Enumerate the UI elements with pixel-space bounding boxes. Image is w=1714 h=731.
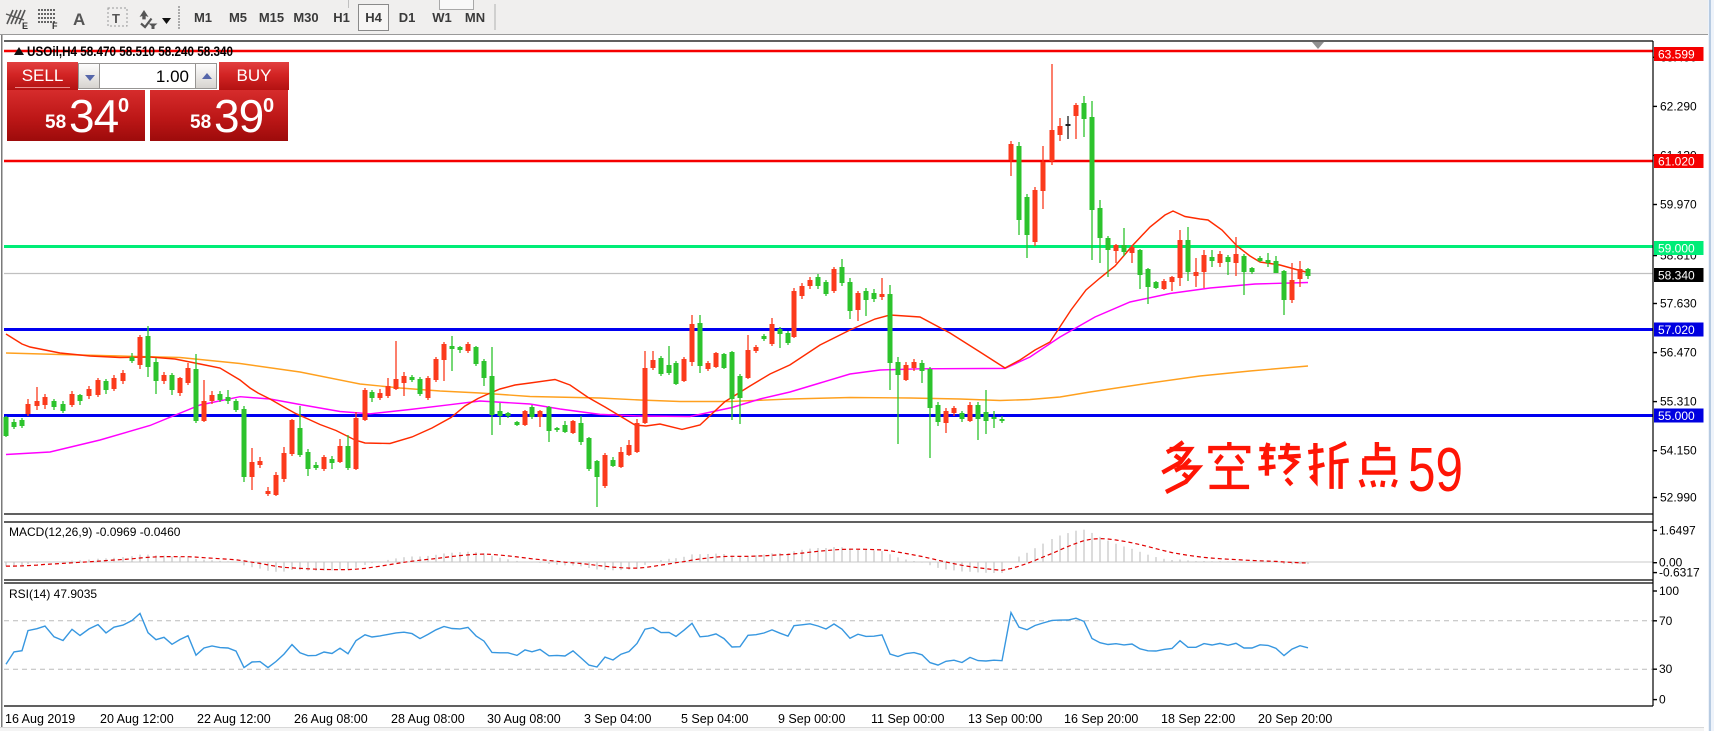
svg-text:100: 100 — [1659, 584, 1679, 598]
svg-text:59: 59 — [1408, 436, 1463, 505]
svg-text:0: 0 — [1659, 693, 1666, 707]
svg-text:F: F — [52, 21, 58, 31]
svg-text:56.470: 56.470 — [1660, 346, 1697, 360]
svg-text:20 Aug 12:00: 20 Aug 12:00 — [100, 712, 174, 726]
svg-text:57.630: 57.630 — [1660, 297, 1697, 311]
svg-text:22 Aug 12:00: 22 Aug 12:00 — [197, 712, 271, 726]
svg-text:61.020: 61.020 — [1658, 155, 1695, 169]
svg-text:9 Sep 00:00: 9 Sep 00:00 — [778, 712, 845, 726]
svg-text:-0.6317: -0.6317 — [1659, 566, 1700, 580]
svg-text:52.990: 52.990 — [1660, 491, 1697, 505]
svg-text:59.970: 59.970 — [1660, 198, 1697, 212]
svg-text:MACD(12,26,9) -0.0969 -0.0460: MACD(12,26,9) -0.0969 -0.0460 — [9, 525, 181, 539]
svg-text:11 Sep 00:00: 11 Sep 00:00 — [871, 712, 944, 726]
svg-text:62.290: 62.290 — [1660, 99, 1697, 113]
svg-text:30 Aug 08:00: 30 Aug 08:00 — [487, 712, 561, 726]
svg-text:5 Sep 04:00: 5 Sep 04:00 — [681, 712, 748, 726]
svg-text:0.00: 0.00 — [1659, 556, 1683, 570]
svg-text:63.599: 63.599 — [1658, 48, 1695, 62]
svg-text:55.000: 55.000 — [1658, 409, 1695, 423]
svg-text:1.6497: 1.6497 — [1659, 523, 1696, 537]
svg-text:26 Aug 08:00: 26 Aug 08:00 — [294, 712, 368, 726]
svg-text:55.310: 55.310 — [1660, 395, 1697, 409]
svg-text:58.340: 58.340 — [1658, 269, 1695, 283]
svg-text:A: A — [73, 10, 85, 29]
svg-text:16 Aug 2019: 16 Aug 2019 — [5, 712, 75, 726]
svg-text:3 Sep 04:00: 3 Sep 04:00 — [584, 712, 651, 726]
svg-text:70: 70 — [1659, 614, 1673, 628]
svg-text:54.150: 54.150 — [1660, 444, 1697, 458]
svg-text:13 Sep 00:00: 13 Sep 00:00 — [968, 712, 1042, 726]
svg-text:RSI(14) 47.9035: RSI(14) 47.9035 — [9, 587, 97, 601]
svg-text:USOil,H4 58.470 58.510 58.240: USOil,H4 58.470 58.510 58.240 58.340 — [27, 44, 233, 59]
svg-text:28 Aug 08:00: 28 Aug 08:00 — [391, 712, 465, 726]
svg-text:E: E — [22, 21, 28, 31]
svg-text:18 Sep 22:00: 18 Sep 22:00 — [1161, 712, 1235, 726]
svg-text:20 Sep 20:00: 20 Sep 20:00 — [1258, 712, 1332, 726]
svg-text:59.000: 59.000 — [1658, 242, 1695, 256]
svg-text:30: 30 — [1659, 662, 1673, 676]
svg-text:T: T — [112, 11, 120, 26]
svg-text:16 Sep 20:00: 16 Sep 20:00 — [1064, 712, 1138, 726]
svg-text:57.020: 57.020 — [1658, 323, 1695, 337]
